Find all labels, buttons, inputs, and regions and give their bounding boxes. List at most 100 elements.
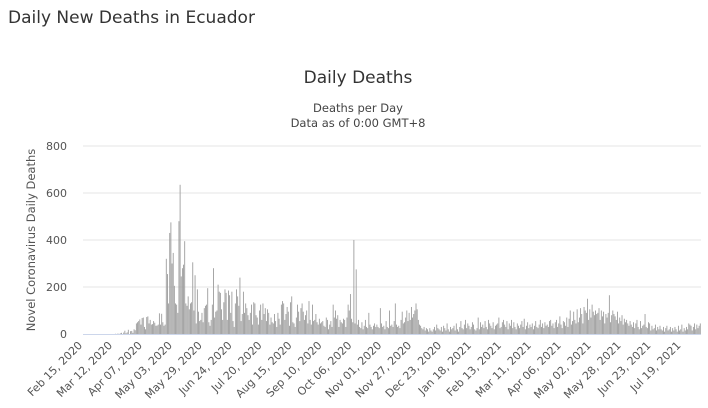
bar — [684, 330, 686, 334]
bar — [437, 328, 439, 335]
bar — [664, 331, 666, 334]
bar — [474, 329, 476, 334]
bar — [676, 331, 678, 334]
bar — [558, 323, 560, 334]
bar — [653, 328, 655, 335]
bar — [514, 326, 516, 334]
bar — [290, 302, 292, 334]
bar — [207, 288, 209, 334]
bar — [588, 319, 590, 334]
bar — [382, 326, 384, 334]
bar — [561, 328, 563, 335]
bar — [285, 314, 287, 334]
y-tick-label: 800 — [46, 140, 67, 153]
bar — [438, 329, 440, 334]
bar — [203, 308, 205, 334]
bar — [595, 310, 596, 334]
bar — [366, 326, 367, 334]
bar — [120, 332, 122, 334]
bar — [645, 326, 647, 334]
bar — [200, 319, 202, 334]
bar — [195, 323, 197, 334]
bar — [545, 325, 547, 334]
chart-subtitle-2: Data as of 0:00 GMT+8 — [291, 116, 426, 130]
bar — [344, 319, 346, 334]
bar — [302, 311, 304, 334]
bar — [499, 328, 501, 335]
bar — [447, 329, 449, 334]
bar — [559, 316, 561, 335]
bar — [410, 306, 412, 334]
bar — [279, 324, 281, 334]
bar — [622, 324, 624, 334]
bar — [209, 325, 211, 334]
bar — [569, 310, 571, 334]
bar — [375, 326, 377, 334]
bar — [507, 329, 509, 334]
bar — [307, 323, 309, 334]
bar — [364, 319, 366, 334]
bar — [262, 303, 264, 334]
bar — [176, 304, 178, 335]
bar — [310, 324, 312, 334]
bar — [657, 326, 659, 334]
bar — [551, 325, 553, 334]
bar — [287, 311, 289, 334]
bar — [286, 306, 288, 334]
bar — [274, 314, 275, 334]
bar — [608, 295, 610, 334]
bar — [414, 310, 416, 334]
bar — [338, 326, 340, 334]
bar — [313, 321, 315, 334]
bar — [439, 330, 441, 334]
bar — [280, 304, 282, 335]
bar — [605, 314, 607, 334]
bar — [139, 319, 141, 334]
bar — [491, 328, 493, 335]
bar — [430, 330, 432, 334]
bar — [349, 294, 351, 334]
bar — [268, 312, 270, 334]
bar — [216, 310, 218, 334]
bar — [635, 323, 637, 334]
bar — [341, 323, 343, 334]
bar — [599, 319, 601, 334]
bar — [543, 328, 545, 335]
bar — [234, 303, 236, 334]
bar — [576, 309, 578, 334]
bar — [147, 316, 149, 335]
bar — [606, 317, 608, 334]
bar — [446, 323, 448, 334]
bar — [232, 321, 234, 334]
bar — [370, 326, 372, 334]
bar — [495, 325, 496, 334]
bar — [572, 321, 573, 334]
bar — [419, 324, 420, 334]
bar — [162, 322, 164, 334]
bar — [641, 328, 643, 335]
bar — [269, 324, 271, 334]
bar — [450, 326, 451, 334]
bar — [607, 312, 609, 334]
bar — [623, 318, 625, 334]
bar — [138, 321, 140, 334]
bar — [451, 329, 453, 334]
bar — [654, 324, 656, 334]
bar — [697, 328, 699, 335]
bar — [134, 330, 136, 334]
bar — [428, 331, 430, 334]
bar — [339, 319, 341, 334]
bar — [673, 330, 675, 334]
bar — [482, 324, 484, 334]
bar — [436, 324, 438, 334]
bar — [516, 323, 518, 334]
bar — [421, 328, 423, 335]
bar — [492, 322, 494, 334]
bar — [239, 277, 241, 334]
bar — [265, 321, 267, 334]
bar — [477, 317, 479, 334]
bar — [148, 323, 150, 334]
bar — [581, 314, 583, 334]
bar — [332, 304, 334, 335]
bar — [554, 322, 556, 334]
